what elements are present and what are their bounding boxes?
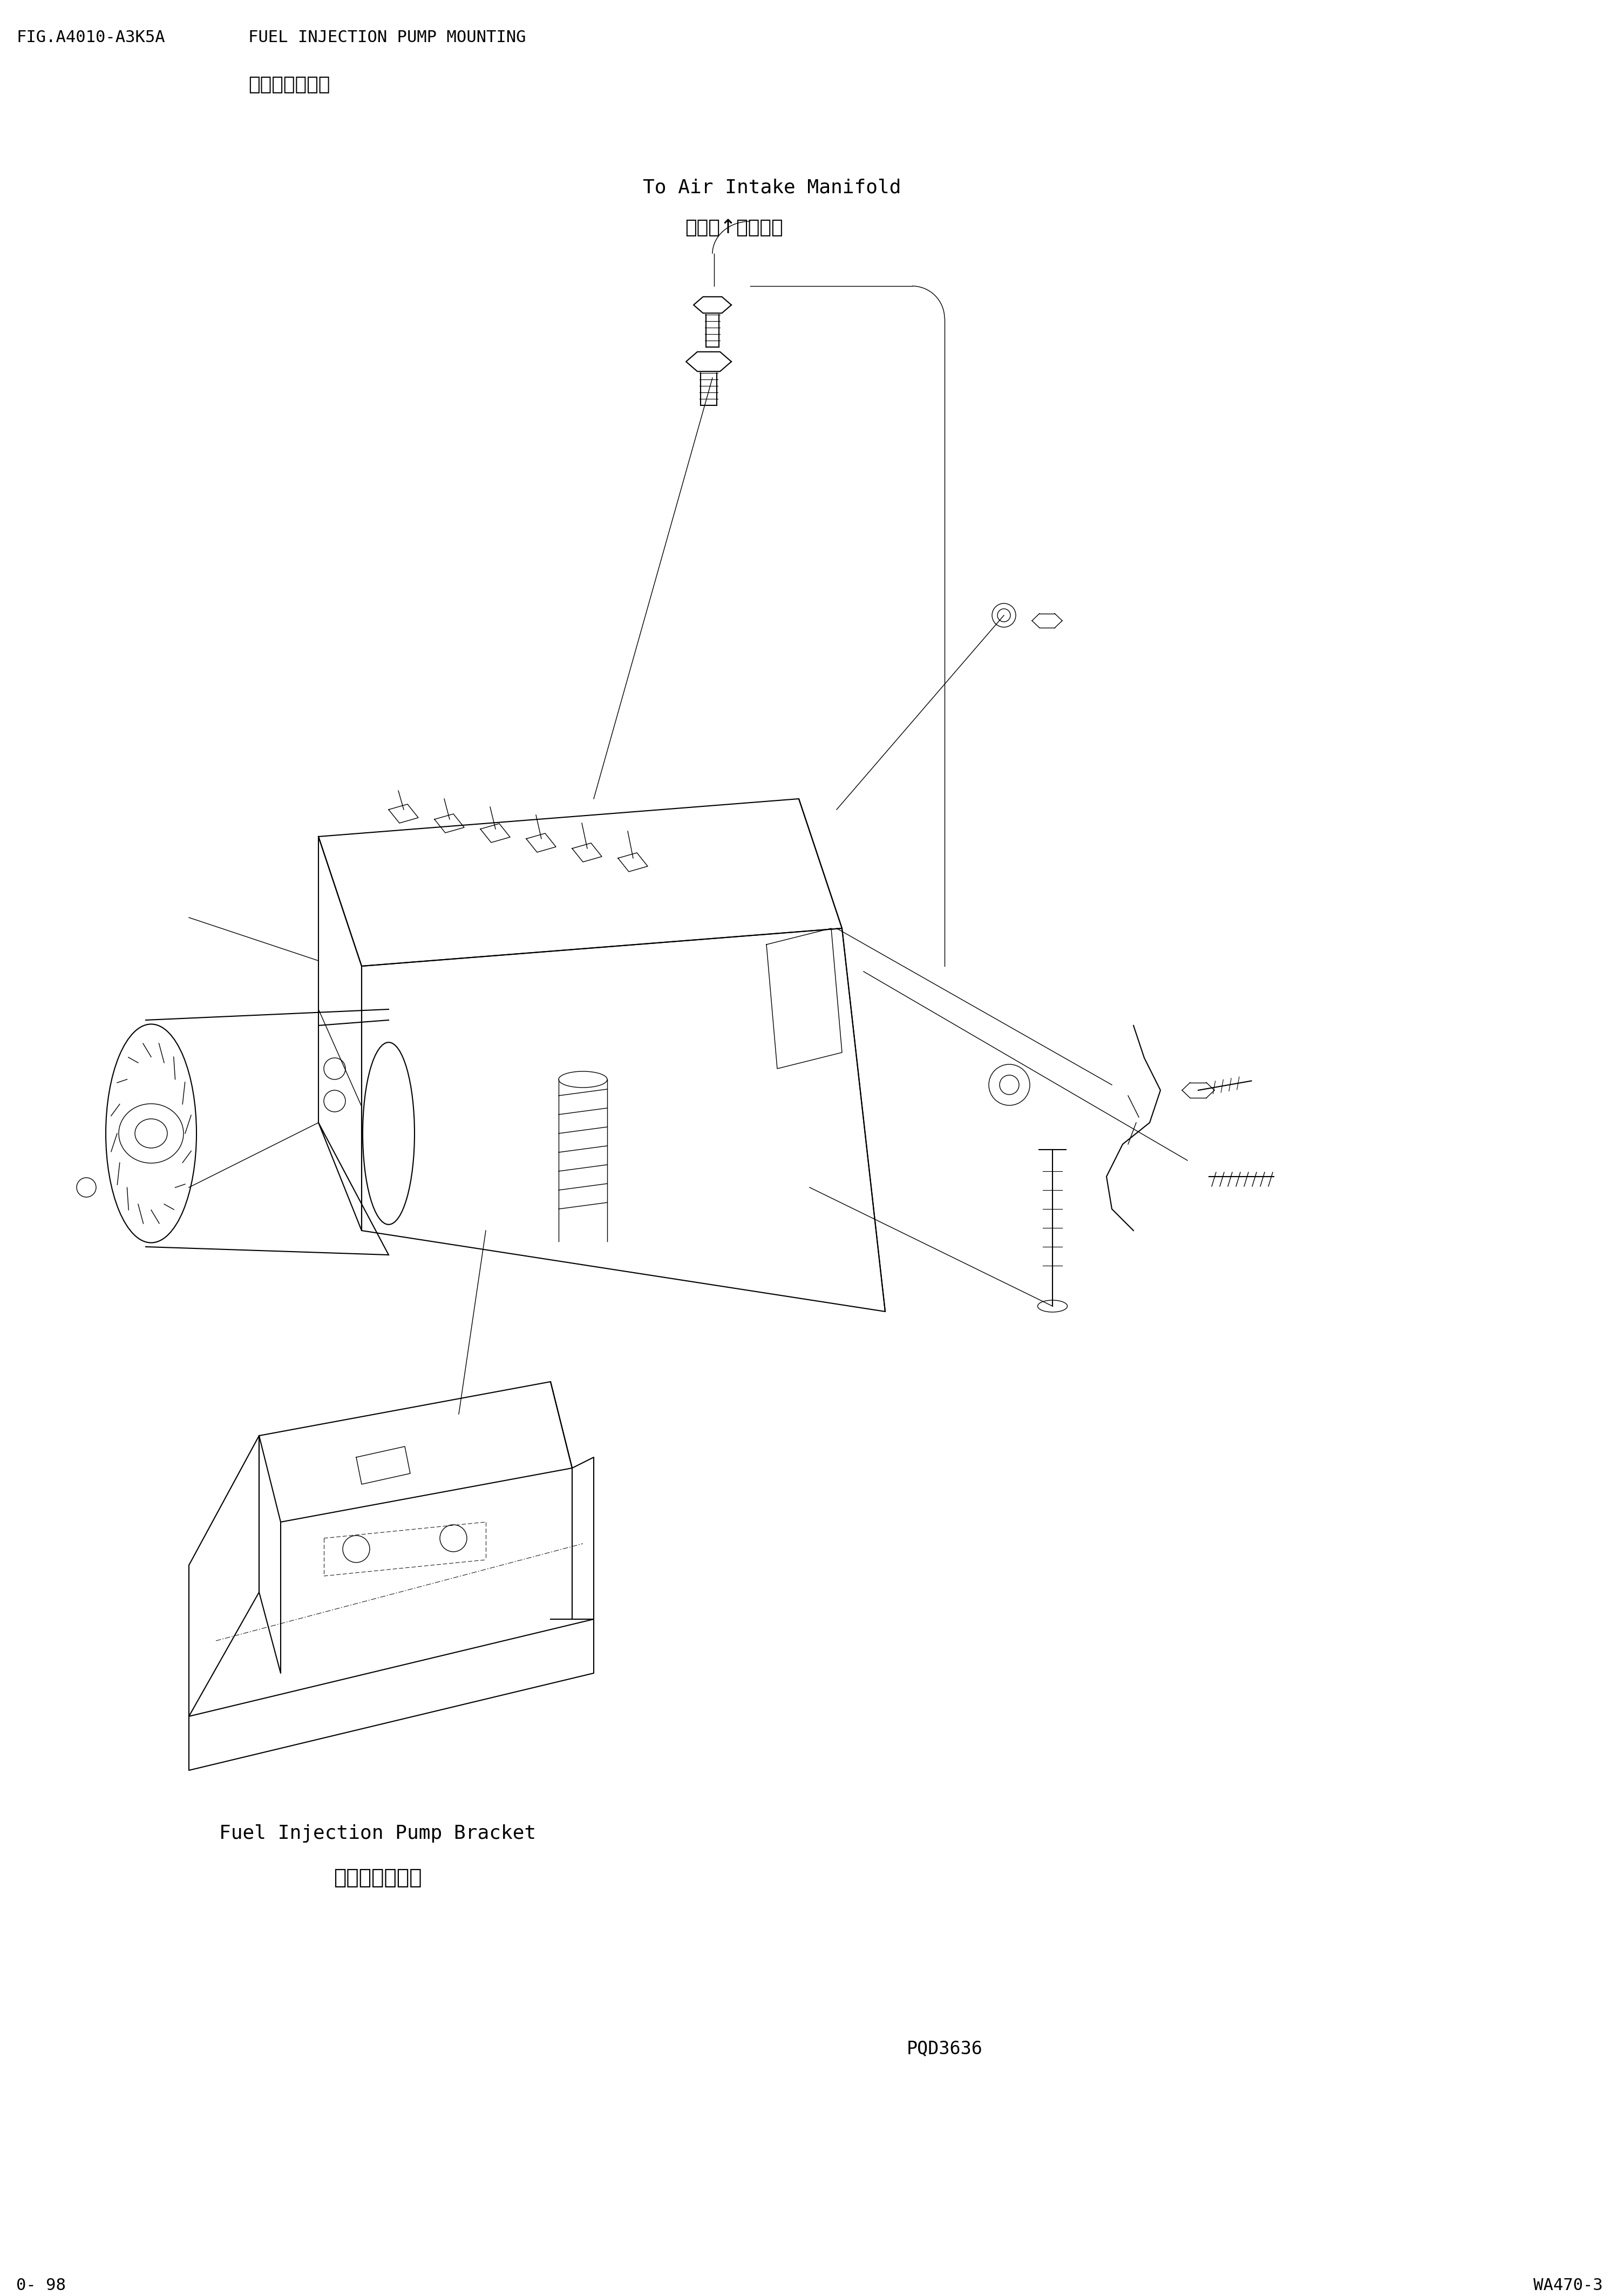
Text: 燃油喷射泵支架: 燃油喷射泵支架 [334,1867,422,1887]
Text: FUEL INJECTION PUMP MOUNTING: FUEL INJECTION PUMP MOUNTING [248,30,526,46]
Text: To Air Intake Manifold: To Air Intake Manifold [643,179,901,197]
Text: Fuel Injection Pump Bracket: Fuel Injection Pump Bracket [219,1825,536,1844]
Text: WA470-3: WA470-3 [1534,2278,1604,2294]
Text: FIG.A4010-A3K5A: FIG.A4010-A3K5A [16,30,166,46]
Text: 燃油喷射泵基座: 燃油喷射泵基座 [248,76,329,94]
Text: 0- 98: 0- 98 [16,2278,67,2294]
Text: PQD3636: PQD3636 [907,2041,982,2057]
Text: 至空气↑进气岐管: 至空气↑进气岐管 [685,218,782,236]
